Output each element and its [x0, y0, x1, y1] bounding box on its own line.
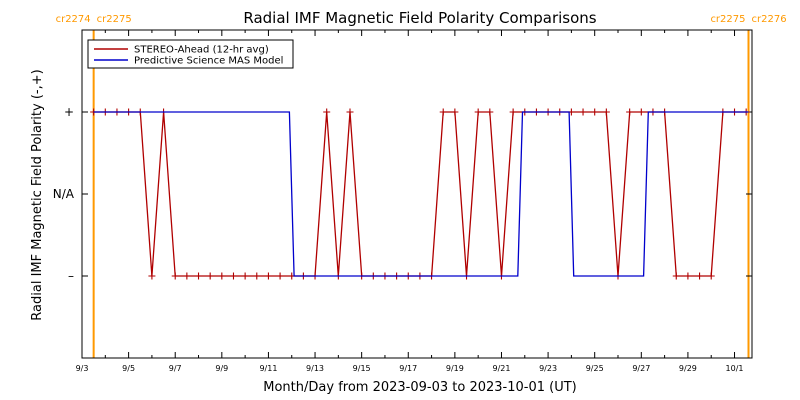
stereo-data-point — [474, 108, 482, 116]
stereo-data-point — [148, 272, 156, 280]
stereo-data-point — [241, 272, 249, 280]
stereo-data-point — [171, 272, 179, 280]
stereo-data-point — [253, 272, 261, 280]
mas-model-line — [93, 111, 749, 277]
x-tick-label: 9/15 — [353, 364, 371, 373]
legend-entry-label: STEREO-Ahead (12-hr avg) — [134, 45, 269, 56]
stereo-data-point — [637, 108, 645, 116]
stereo-data-point — [626, 108, 634, 116]
x-tick-label: 9/27 — [632, 364, 650, 373]
x-tick-label: 9/3 — [76, 364, 89, 373]
x-tick-label: 9/13 — [306, 364, 324, 373]
y-tick-label: + — [64, 105, 74, 119]
stereo-data-point — [591, 108, 599, 116]
stereo-data-point — [229, 272, 237, 280]
stereo-data-point — [451, 108, 459, 116]
x-tick-label: 9/5 — [122, 364, 135, 373]
stereo-data-point — [264, 272, 272, 280]
stereo-data-point — [346, 108, 354, 116]
x-tick-label: 9/7 — [169, 364, 182, 373]
x-tick-label: 9/29 — [679, 364, 697, 373]
stereo-data-point — [276, 272, 284, 280]
stereo-data-point — [707, 272, 715, 280]
plot-frame — [81, 29, 753, 359]
stereo-data-point — [509, 108, 517, 116]
stereo-data-point — [218, 272, 226, 280]
x-tick-label: 9/23 — [539, 364, 557, 373]
stereo-data-point — [206, 272, 214, 280]
carrington-right-label: cr2276 — [752, 14, 787, 25]
x-tick-label: 9/19 — [446, 364, 464, 373]
legend-box — [87, 39, 294, 69]
stereo-data-point — [579, 108, 587, 116]
x-tick-label: 9/9 — [215, 364, 228, 373]
stereo-data-point — [672, 272, 680, 280]
stereo-data-point — [602, 108, 610, 116]
carrington-left-label: cr2275 — [710, 14, 745, 25]
stereo-data-point — [439, 108, 447, 116]
chart-title: Radial IMF Magnetic Field Polarity Compa… — [243, 9, 596, 27]
x-tick-label: 9/25 — [586, 364, 604, 373]
y-axis-label: Radial IMF Magnetic Field Polarity (-,+) — [30, 69, 45, 320]
stereo-data-point — [183, 272, 191, 280]
stereo-data-point — [684, 272, 692, 280]
carrington-right-label: cr2275 — [97, 14, 132, 25]
stereo-data-point — [323, 108, 331, 116]
legend-entry-label: Predictive Science MAS Model — [134, 56, 283, 67]
plot-area: cr2274 cr2275 cr2275 cr2276 9/3 9/5 9/7 9/9 9/11… — [53, 14, 787, 373]
stereo-data-point — [486, 108, 494, 116]
x-tick-label: 9/21 — [492, 364, 510, 373]
y-tick-label: – — [68, 269, 74, 283]
carrington-left-label: cr2274 — [56, 14, 91, 25]
y-tick-label: N/A — [53, 187, 75, 201]
x-tick-label: 9/11 — [259, 364, 277, 373]
x-tick-label: 9/17 — [399, 364, 417, 373]
stereo-data-point — [696, 272, 704, 280]
x-axis-label: Month/Day from 2023-09-03 to 2023-10-01 … — [263, 380, 576, 395]
x-tick-label: 10/1 — [726, 364, 744, 373]
stereo-data-point — [195, 272, 203, 280]
